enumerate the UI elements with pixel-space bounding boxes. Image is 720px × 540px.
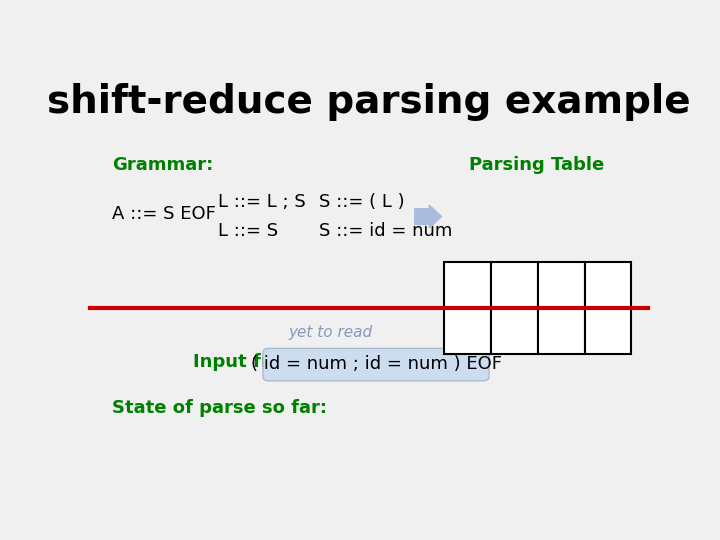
Text: yet to read: yet to read bbox=[288, 326, 372, 341]
Text: Grammar:: Grammar: bbox=[112, 156, 214, 173]
Bar bbox=[491, 308, 538, 354]
FancyBboxPatch shape bbox=[263, 348, 489, 381]
Text: A ::= S EOF: A ::= S EOF bbox=[112, 206, 216, 224]
Text: Input from lexer:: Input from lexer: bbox=[193, 353, 365, 371]
Text: S ::= id = num: S ::= id = num bbox=[319, 222, 452, 240]
Bar bbox=[538, 308, 585, 354]
FancyArrow shape bbox=[415, 205, 441, 228]
Bar bbox=[444, 308, 491, 354]
Bar bbox=[444, 262, 491, 308]
Text: L ::= S: L ::= S bbox=[218, 222, 279, 240]
Text: shift-reduce parsing example: shift-reduce parsing example bbox=[48, 83, 690, 121]
Text: State of parse so far:: State of parse so far: bbox=[112, 399, 328, 417]
Text: S ::= ( L ): S ::= ( L ) bbox=[319, 193, 405, 211]
Bar bbox=[491, 262, 538, 308]
Text: L ::= L ; S: L ::= L ; S bbox=[218, 193, 306, 211]
Bar bbox=[585, 308, 631, 354]
Bar bbox=[538, 262, 585, 308]
Text: Parsing Table: Parsing Table bbox=[469, 156, 604, 173]
Text: ( id = num ; id = num ) EOF: ( id = num ; id = num ) EOF bbox=[251, 355, 502, 373]
Bar bbox=[585, 262, 631, 308]
